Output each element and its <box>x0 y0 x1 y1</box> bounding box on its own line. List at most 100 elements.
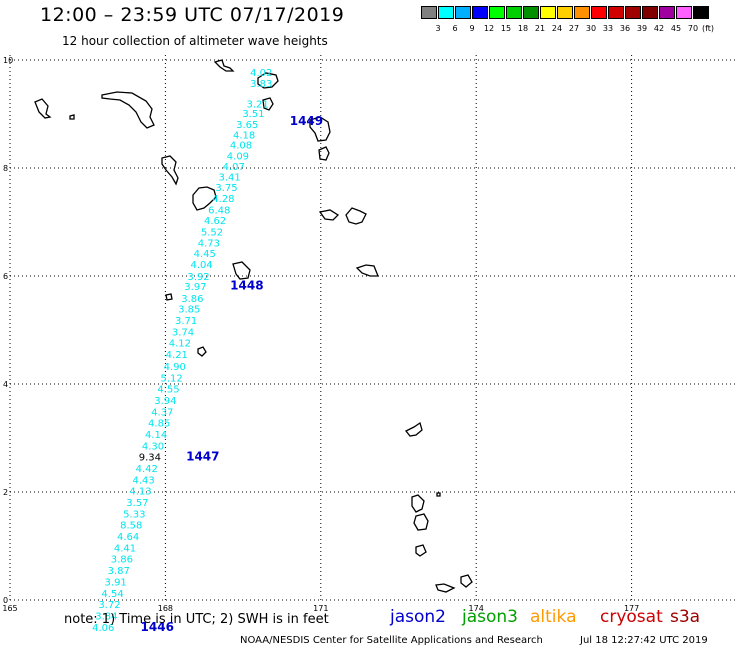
colorbar-tick-label: 3 <box>435 24 441 33</box>
page-subtitle: 12 hour collection of altimeter wave hei… <box>62 34 328 48</box>
legend-entry-s3a: s3a <box>670 607 701 627</box>
swh-value-label: 4.12 <box>169 339 191 350</box>
colorbar-tick-label: 18 <box>517 24 529 33</box>
colorbar-swatch <box>472 6 488 19</box>
swh-value-label: 4.43 <box>133 475 155 486</box>
swh-value-label: 4.42 <box>136 464 158 475</box>
swh-value-label: 3.21 <box>246 100 268 111</box>
colorbar-tick-label: 15 <box>500 24 512 33</box>
swh-value-label: 4.45 <box>194 249 216 260</box>
swh-value-label: 4.55 <box>157 385 179 396</box>
lon-tick-label: 171 <box>313 604 328 613</box>
colorbar-swatch <box>693 6 709 19</box>
pass-time-labels: 1449 1448 1447 1446 <box>141 114 324 634</box>
colorbar-swatch <box>438 6 454 19</box>
lat-lon-grid <box>9 55 735 601</box>
colorbar-swatch <box>455 6 471 19</box>
colorbar-swatch <box>591 6 607 19</box>
swh-value-label: 3.57 <box>126 498 148 509</box>
colorbar-tick-label: 21 <box>534 24 546 33</box>
swh-value-label: 4.37 <box>151 407 173 418</box>
swh-value-label: 4.06 <box>92 623 114 634</box>
lon-tick-label: 168 <box>158 604 173 613</box>
swh-value-label: 3.72 <box>98 600 120 611</box>
legend-entry-cryosat: cryosat <box>600 607 663 627</box>
generated-timestamp: Jul 18 12:27:42 UTC 2019 <box>580 635 708 646</box>
pass-time-label: 1448 <box>230 279 263 293</box>
colorbar-swatch <box>523 6 539 19</box>
colorbar-swatch <box>540 6 556 19</box>
lat-tick-label: 8 <box>3 164 8 173</box>
colorbar-tick-label: 70 <box>687 24 699 33</box>
colorbar-swatch <box>659 6 675 19</box>
lon-tick-label: 177 <box>624 604 639 613</box>
colorbar-tick-label: 6 <box>452 24 458 33</box>
colorbar-tick-label: 39 <box>636 24 648 33</box>
credit-text: NOAA/NESDIS Center for Satellite Applica… <box>240 635 543 646</box>
swh-value-label: 4.85 <box>148 419 170 430</box>
swh-value-label: 3.41 <box>218 172 240 183</box>
swh-value-label: 6.48 <box>208 205 230 216</box>
page-title: 12:00 – 23:59 UTC 07/17/2019 <box>40 4 345 26</box>
swh-value-label: 4.54 <box>101 589 123 600</box>
colorbar-swatch <box>421 6 437 19</box>
colorbar-tick-label: 30 <box>585 24 597 33</box>
swh-value-label: 4.28 <box>212 194 234 205</box>
swh-value-label: 5.12 <box>160 373 182 384</box>
colorbar-swatch <box>608 6 624 19</box>
lat-tick-label: 0 <box>3 596 8 605</box>
colorbar-tick-label: 24 <box>551 24 563 33</box>
lon-tick-label: 165 <box>2 604 17 613</box>
swh-value-label: 4.09 <box>227 151 249 162</box>
lat-tick-label: 4 <box>3 380 8 389</box>
swh-value-label: 4.64 <box>117 532 139 543</box>
swh-value-label: 3.85 <box>178 305 200 316</box>
colorbar-swatch <box>489 6 505 19</box>
legend-entry-altika: altika <box>530 607 577 627</box>
colorbar-tick-label: 42 <box>653 24 665 33</box>
swh-value-label: 3.91 <box>105 577 127 588</box>
colorbar-swatch <box>557 6 573 19</box>
swh-value-label: 5.52 <box>201 228 223 239</box>
pass-time-label: 1449 <box>290 114 323 128</box>
swh-value-label: 4.08 <box>230 141 252 152</box>
swh-value-label: 4.14 <box>145 430 167 441</box>
swh-value-label: 3.92 <box>187 272 209 283</box>
legend-entry-jason3: jason3 <box>462 607 518 627</box>
colorbar-tick-label: 36 <box>619 24 631 33</box>
footer-note: note: 1) Time is in UTC; 2) SWH is in fe… <box>64 612 329 627</box>
colorbar-swatch <box>642 6 658 19</box>
swh-value-label: 3.71 <box>175 316 197 327</box>
swh-value-label: 4.30 <box>142 441 164 452</box>
swh-value-label: 4.13 <box>129 487 151 498</box>
swh-value-label: 9.34 <box>139 453 161 464</box>
swh-value-label: 4.18 <box>233 130 255 141</box>
swh-value-label: 3.97 <box>184 282 206 293</box>
swh-value-label: 3.75 <box>215 183 237 194</box>
swh-value-label: 8.58 <box>120 521 142 532</box>
pass-time-label: 1446 <box>141 620 174 634</box>
swh-value-label: 3.83 <box>250 79 272 90</box>
swh-value-label: 3.84 <box>95 611 117 622</box>
colorbar-unit: (ft) <box>702 24 715 33</box>
swh-value-label: 3.65 <box>236 120 258 131</box>
lat-tick-label: 2 <box>3 488 8 497</box>
colorbar-swatch <box>625 6 641 19</box>
swh-value-label: 5.33 <box>123 509 145 520</box>
pass-time-label: 1447 <box>186 450 219 464</box>
swh-value-label: 3.74 <box>172 327 194 338</box>
lon-tick-label: 174 <box>469 604 484 613</box>
swh-value-label: 4.41 <box>114 543 136 554</box>
swh-value-label: 3.87 <box>108 566 130 577</box>
axis-labels: 165 168 171 174 177 0 2 4 6 8 10 <box>2 56 639 613</box>
swh-value-label: 3.51 <box>242 109 264 120</box>
swh-value-label: 4.04 <box>191 260 213 271</box>
swh-value-label: 3.86 <box>181 294 203 305</box>
colorbar-swatch <box>574 6 590 19</box>
swh-value-label: 3.86 <box>111 555 133 566</box>
swh-value-label: 4.07 <box>223 162 245 173</box>
lat-tick-label: 10 <box>3 56 13 65</box>
colorbar-tick-label: 45 <box>670 24 682 33</box>
lat-tick-label: 6 <box>3 272 8 281</box>
swh-value-label: 4.21 <box>166 350 188 361</box>
